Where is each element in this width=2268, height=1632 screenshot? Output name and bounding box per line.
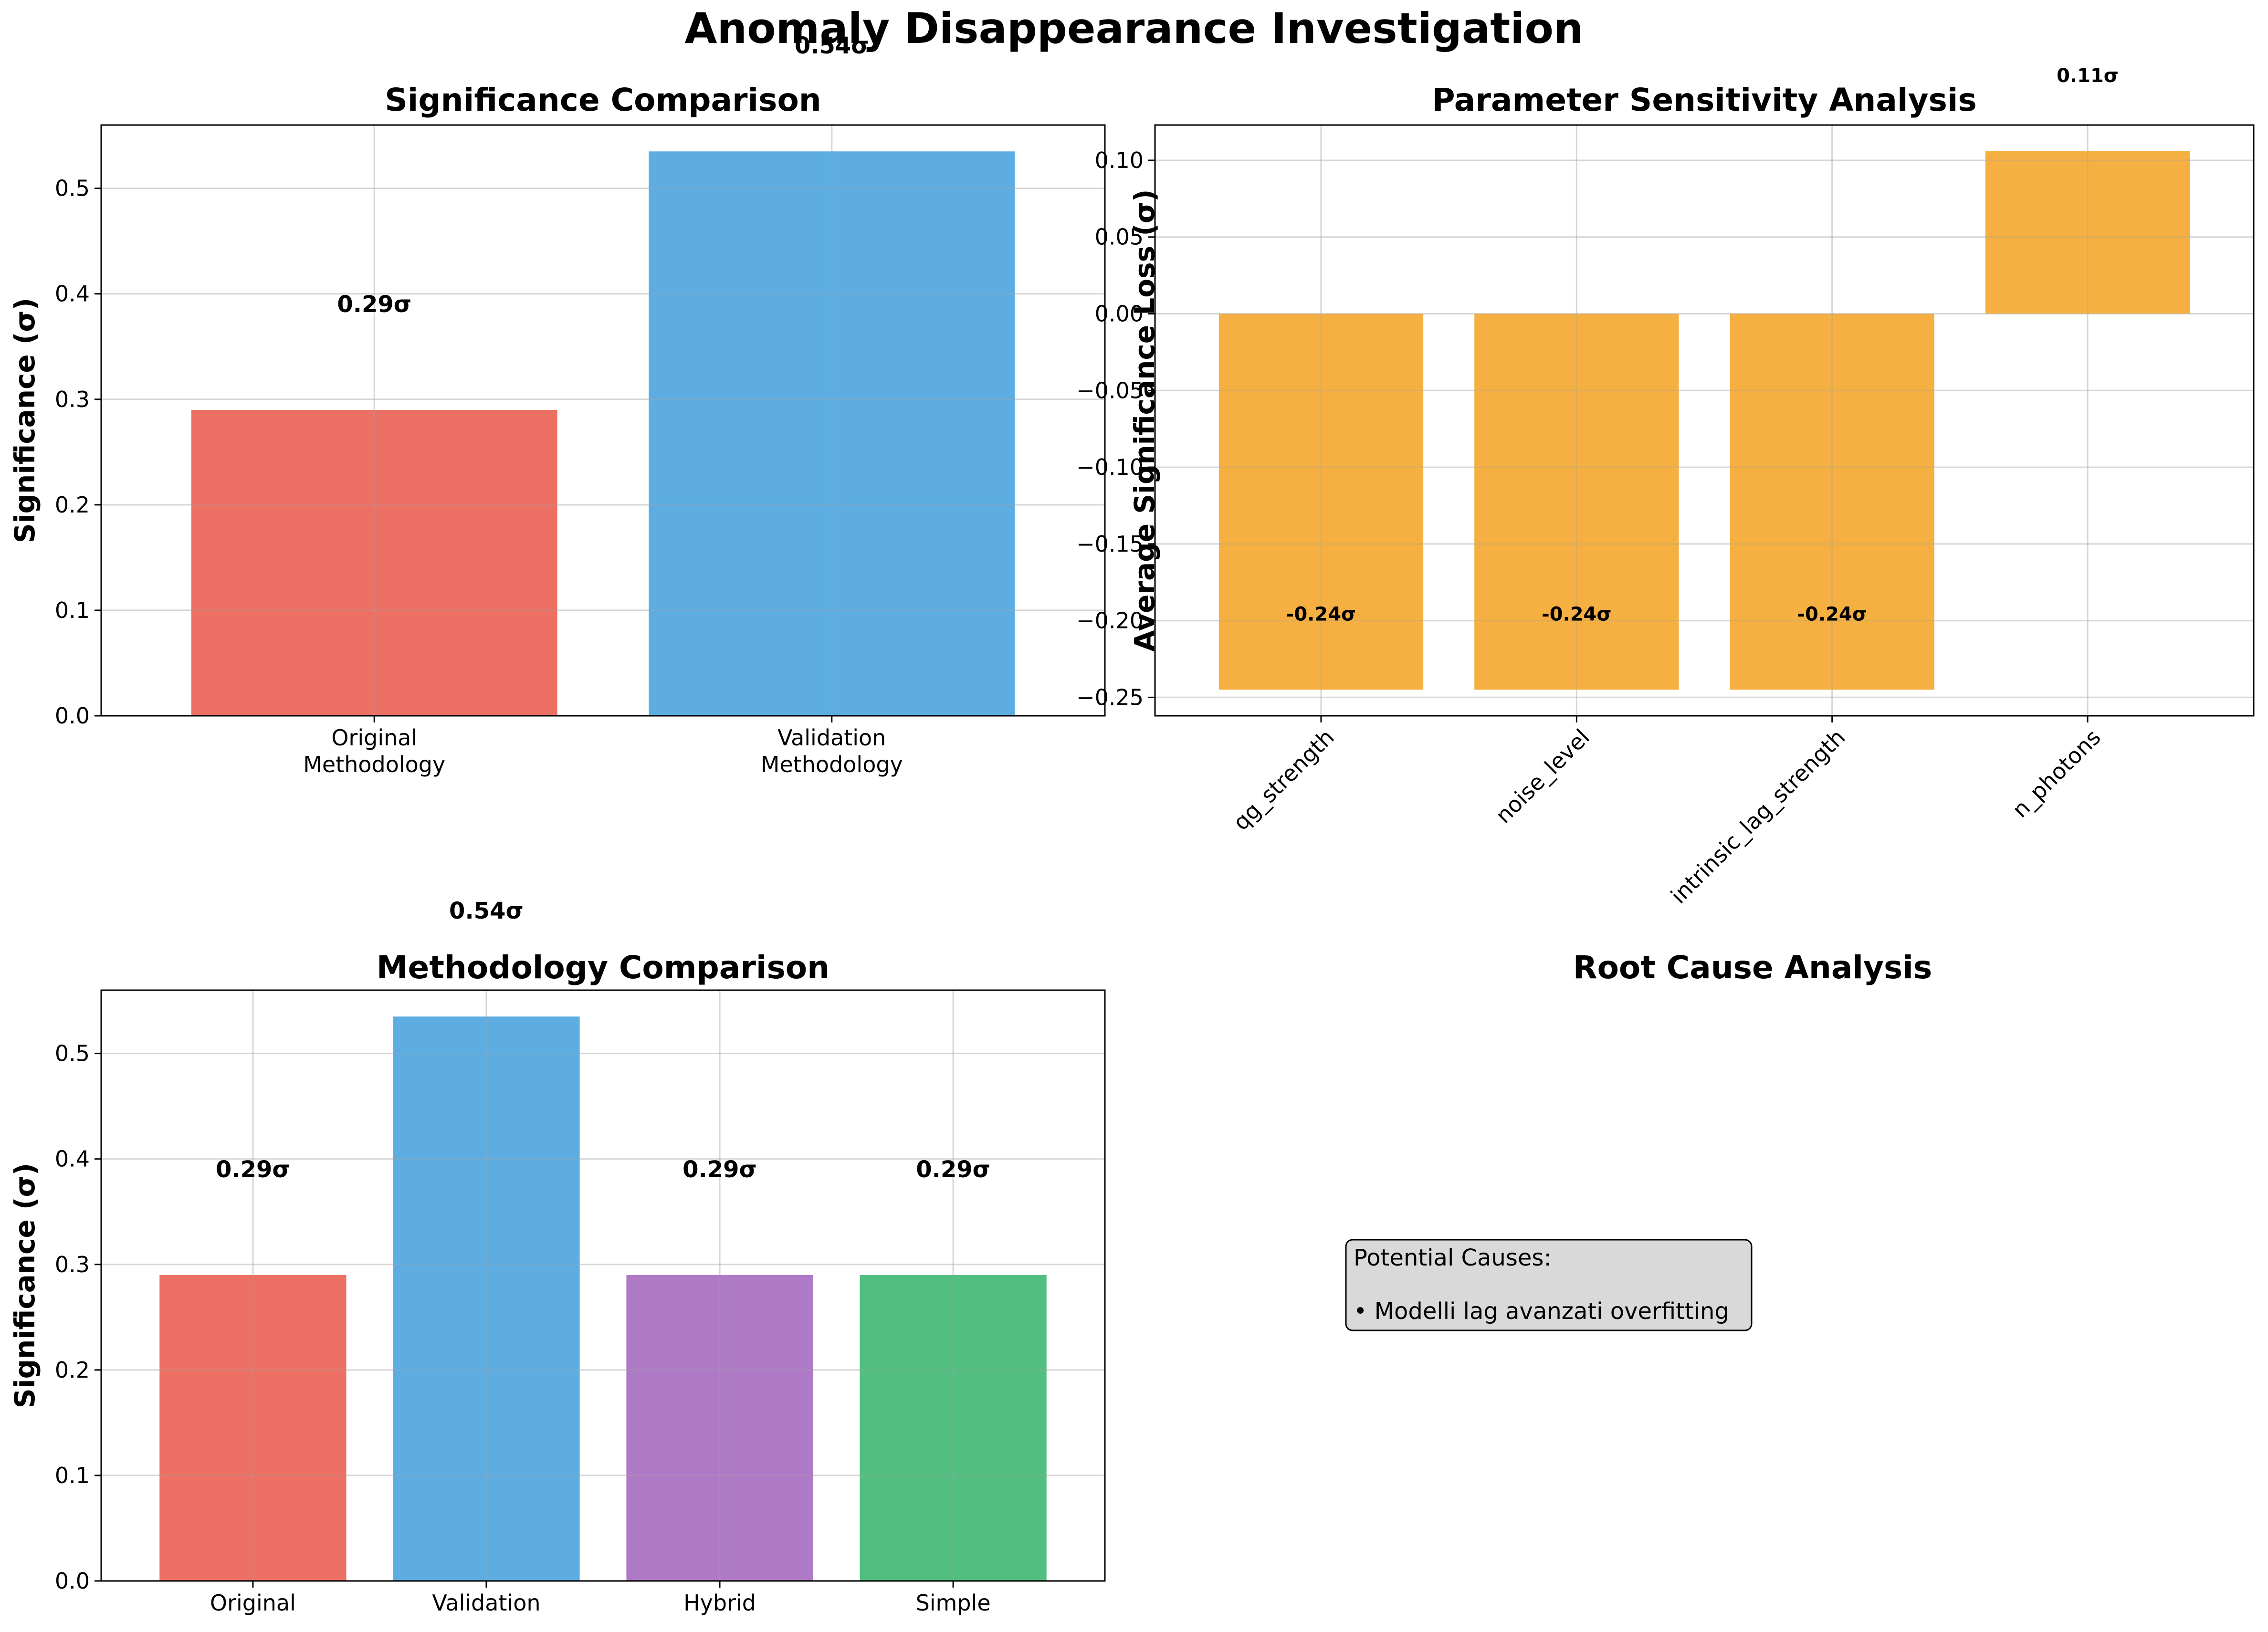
y-tick-label: 0.2 [55, 492, 90, 518]
x-tick-label: intrinsic_lag_strength [1666, 724, 1850, 909]
y-tick-label: 0.10 [1095, 147, 1144, 173]
bar [626, 1275, 813, 1581]
x-tick-label: Methodology [761, 752, 903, 777]
y-tick-label: 0.1 [55, 1463, 90, 1488]
y-tick-label: 0.5 [55, 176, 90, 201]
plot-frame [100, 124, 1106, 717]
y-tick-label: −0.20 [1076, 608, 1144, 634]
y-axis-label: Significance (σ) [9, 298, 41, 543]
bar [191, 409, 557, 716]
significance-comparison-chart: 0.00.10.20.30.40.5OriginalMethodologyVal… [9, 32, 1106, 777]
x-tick-label: n_photons [2007, 724, 2105, 823]
y-tick-label: 0.4 [55, 1146, 90, 1172]
x-tick-label: noise_level [1491, 724, 1595, 828]
y-axis-label: Significance (σ) [9, 1163, 41, 1408]
bar-value-label: -0.24σ [1286, 604, 1356, 626]
bar [860, 1275, 1047, 1581]
bar-value-label: 0.54σ [449, 898, 524, 924]
x-tick-label: Validation [777, 725, 886, 751]
figure-title: Anomaly Disappearance Investigation [684, 4, 1583, 53]
root-cause-panel: Root Cause Analysis Potential Causes: • … [1345, 949, 1932, 1331]
y-tick-label: 0.2 [55, 1357, 90, 1383]
root-cause-line-2: • Modelli lag avanzati overfitting [1354, 1298, 1729, 1325]
x-tick-label: Simple [916, 1590, 991, 1616]
methodology-comparison-chart: 0.0 0.1 0.2 0.3 0.4 0.5 Original Validation Hybr… [9, 898, 1106, 1616]
y-tick-label: 0.1 [55, 597, 90, 623]
y-tick-label: 0.5 [55, 1041, 90, 1067]
parameter-sensitivity-chart: −0.25 −0.20 −0.15 −0.10 −0.05 0.00 0.05 0.10 qg_… [1076, 65, 2255, 909]
bar-value-label: 0.29σ [216, 1156, 290, 1183]
bar [1985, 151, 2190, 314]
root-cause-box [1345, 1239, 1753, 1331]
root-cause-title: Root Cause Analysis [1573, 949, 1932, 986]
bar [1218, 314, 1424, 690]
y-tick-label: 0.00 [1095, 301, 1144, 327]
y-tick-label: −0.25 [1076, 684, 1144, 710]
x-tick-label: Validation [432, 1590, 540, 1616]
bar-value-label: -0.24σ [1542, 604, 1611, 626]
root-cause-line-0: Potential Causes: [1354, 1245, 1552, 1271]
bar [1730, 314, 1934, 690]
x-tick-label: qg_strength [1228, 724, 1339, 836]
y-axis-label: Average Significance Loss (σ) [1128, 189, 1161, 651]
y-tick-label: 0.4 [55, 281, 90, 307]
bar-value-label: 0.54σ [795, 32, 869, 59]
bar-value-label: 0.29σ [682, 1156, 757, 1183]
chart-title: Methodology Comparison [377, 949, 830, 986]
chart-title: Parameter Sensitivity Analysis [1432, 82, 1977, 118]
x-tick-label: Original [331, 725, 417, 751]
y-tick-label: 0.0 [55, 703, 90, 729]
chart-title: Significance Comparison [385, 82, 821, 118]
y-tick-label: −0.10 [1076, 454, 1144, 480]
bar [649, 151, 1015, 716]
bar-value-label: -0.24σ [1797, 604, 1867, 626]
y-tick-label: −0.05 [1076, 377, 1144, 403]
bar [1474, 314, 1679, 690]
x-tick-label: Original [210, 1590, 296, 1616]
x-tick-label: Methodology [303, 752, 445, 777]
y-tick-label: 0.3 [55, 387, 90, 412]
x-tick-label: Hybrid [683, 1590, 756, 1616]
plot-frame [1154, 124, 2255, 717]
plot-frame [100, 989, 1106, 1582]
y-tick-label: 0.3 [55, 1252, 90, 1277]
y-tick-label: 0.05 [1095, 224, 1144, 250]
bar [393, 1016, 580, 1581]
y-tick-label: −0.15 [1076, 531, 1144, 557]
bar-value-label: 0.29σ [337, 291, 411, 318]
bar-value-label: 0.11σ [2057, 65, 2119, 87]
bar-value-label: 0.29σ [916, 1156, 990, 1183]
y-tick-label: 0.0 [55, 1568, 90, 1594]
bar [159, 1275, 346, 1581]
